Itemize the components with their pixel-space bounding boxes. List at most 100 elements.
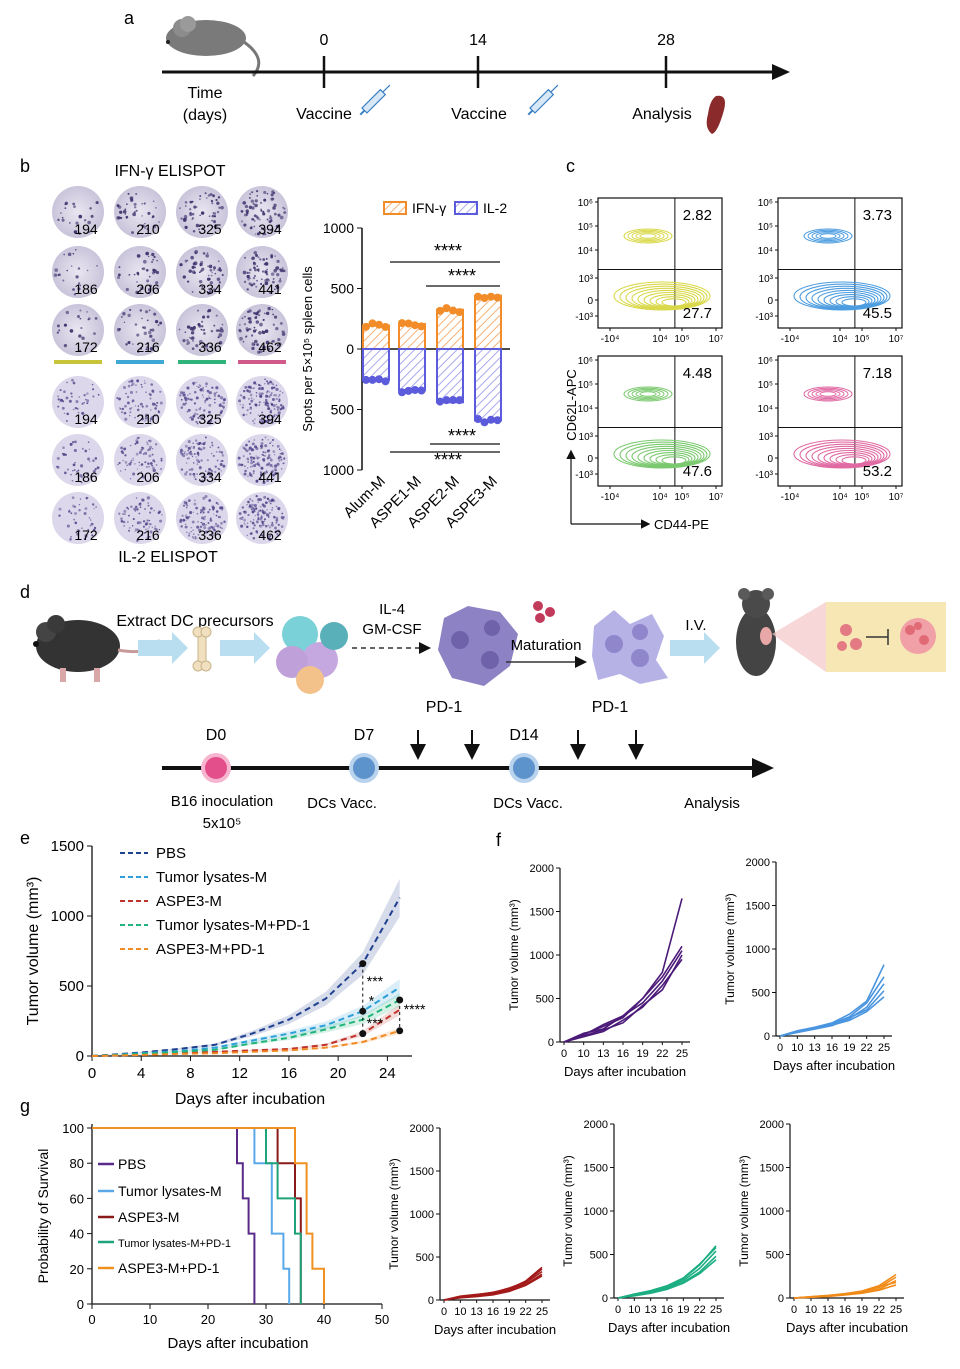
elispot-spot	[266, 380, 269, 383]
elispot-spot	[204, 470, 207, 472]
elispot-spot	[57, 405, 60, 408]
elispot-spot	[72, 252, 75, 255]
elispot-spot	[86, 311, 88, 313]
x-tick-label: 0	[561, 1048, 567, 1060]
elispot-spot	[202, 396, 205, 398]
well-count: 216	[136, 527, 160, 543]
elispot-spot	[201, 227, 205, 230]
elispot-spot	[261, 414, 264, 417]
elispot-spot	[79, 317, 82, 320]
elispot-spot	[155, 281, 159, 285]
elispot-spot	[209, 281, 214, 285]
series-line	[563, 958, 683, 1043]
antigen-dots-icon	[533, 601, 555, 623]
elispot-spot	[193, 452, 196, 455]
elispot-spot	[215, 510, 219, 513]
elispot-spot	[79, 474, 83, 478]
black-mouse-icon	[33, 615, 162, 682]
elispot-spot	[78, 214, 83, 219]
elispot-spot	[80, 326, 83, 330]
elispot-spot	[202, 413, 206, 417]
elispot-spot	[185, 402, 187, 405]
elispot-spot	[255, 507, 258, 510]
y-tick-label: 500	[590, 1250, 608, 1262]
elispot-spot	[187, 499, 191, 503]
elispot-spot	[146, 449, 150, 452]
elispot-spot	[282, 462, 285, 465]
elispot-spot	[191, 336, 195, 340]
elispot-spot	[218, 333, 223, 337]
elispot-spot	[213, 269, 215, 271]
elispot-spot	[277, 406, 281, 410]
x-tick-label: 20	[330, 1065, 347, 1082]
elispot-spot	[196, 463, 199, 465]
elispot-spot	[87, 230, 91, 234]
elispot-spot	[148, 454, 152, 458]
elispot-spot	[138, 436, 140, 439]
y-tick-label: 10⁴	[578, 404, 593, 415]
elispot-spot	[184, 225, 188, 229]
elispot-spot	[281, 332, 286, 336]
elispot-spot	[283, 207, 286, 210]
event-b16-dose: 5x10⁵	[203, 815, 242, 832]
elispot-spot	[270, 386, 274, 390]
elispot-spot	[253, 251, 258, 255]
elispot-spot	[92, 528, 96, 532]
elispot-spot	[156, 259, 158, 262]
elispot-spot	[221, 405, 224, 407]
elispot-spot	[263, 227, 266, 231]
elispot-spot	[244, 469, 247, 473]
y-tick-label: 1000	[584, 1206, 608, 1218]
elispot-spot	[253, 274, 257, 278]
elispot-spot	[215, 501, 218, 505]
elispot-spot	[271, 392, 273, 394]
elispot-well	[236, 376, 288, 428]
elispot-spot	[270, 523, 274, 527]
elispot-spot	[214, 525, 216, 527]
elispot-spot	[248, 402, 251, 406]
elispot-spot	[201, 394, 204, 396]
elispot-spot	[199, 416, 203, 420]
elispot-spot	[74, 440, 77, 444]
elispot-spot	[218, 281, 221, 284]
elispot-spot	[140, 286, 144, 291]
elispot-spot	[58, 273, 61, 277]
elispot-spot	[249, 193, 252, 195]
panel-label-b: b	[20, 156, 30, 176]
elispot-spot	[193, 261, 198, 266]
elispot-spot	[249, 277, 251, 280]
elispot-spot	[207, 291, 211, 295]
elispot-spot	[215, 415, 217, 418]
elispot-spot	[183, 452, 186, 454]
elispot-spot	[253, 398, 255, 400]
elispot-spot	[270, 403, 274, 406]
elispot-spot	[265, 311, 270, 316]
elispot-spot	[58, 329, 61, 332]
y-tick-label: 20	[70, 1262, 84, 1277]
elispot-spot	[258, 314, 261, 317]
elispot-spot	[197, 454, 200, 457]
elispot-spot	[135, 497, 138, 499]
elispot-spot	[70, 512, 73, 515]
elispot-spot	[222, 464, 226, 468]
x-tick-label: 10⁵	[854, 334, 869, 345]
elispot-spot	[196, 381, 198, 384]
elispot-spot	[188, 451, 192, 455]
elispot-spot	[202, 390, 205, 392]
y-axis-label: Tumor volume (mm³)	[25, 877, 42, 1026]
y-tick-label: 0	[587, 454, 593, 465]
elispot-spot	[153, 509, 155, 512]
elispot-spot	[257, 414, 260, 416]
x-axis-label: Days after incubation	[786, 1320, 908, 1335]
legend-label: ASPE3-M+PD-1	[156, 941, 265, 958]
x-tick-label: 10	[578, 1048, 590, 1060]
elispot-spot	[185, 462, 188, 464]
elispot-spot	[146, 279, 150, 283]
elispot-spot	[267, 439, 269, 441]
elispot-spot	[262, 258, 266, 261]
elispot-spot	[118, 397, 121, 401]
elispot-spot	[195, 223, 200, 228]
elispot-spot	[81, 476, 84, 479]
